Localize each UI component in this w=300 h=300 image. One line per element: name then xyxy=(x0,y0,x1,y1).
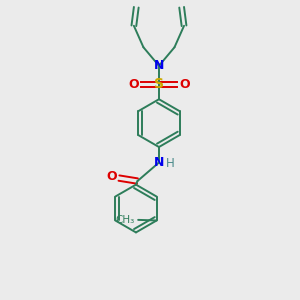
Text: H: H xyxy=(166,157,175,169)
Text: O: O xyxy=(179,78,190,91)
Text: O: O xyxy=(128,78,139,91)
Text: CH₃: CH₃ xyxy=(115,215,135,225)
Text: O: O xyxy=(106,170,117,183)
Text: N: N xyxy=(154,156,164,169)
Text: N: N xyxy=(154,59,164,72)
Text: S: S xyxy=(154,77,164,91)
